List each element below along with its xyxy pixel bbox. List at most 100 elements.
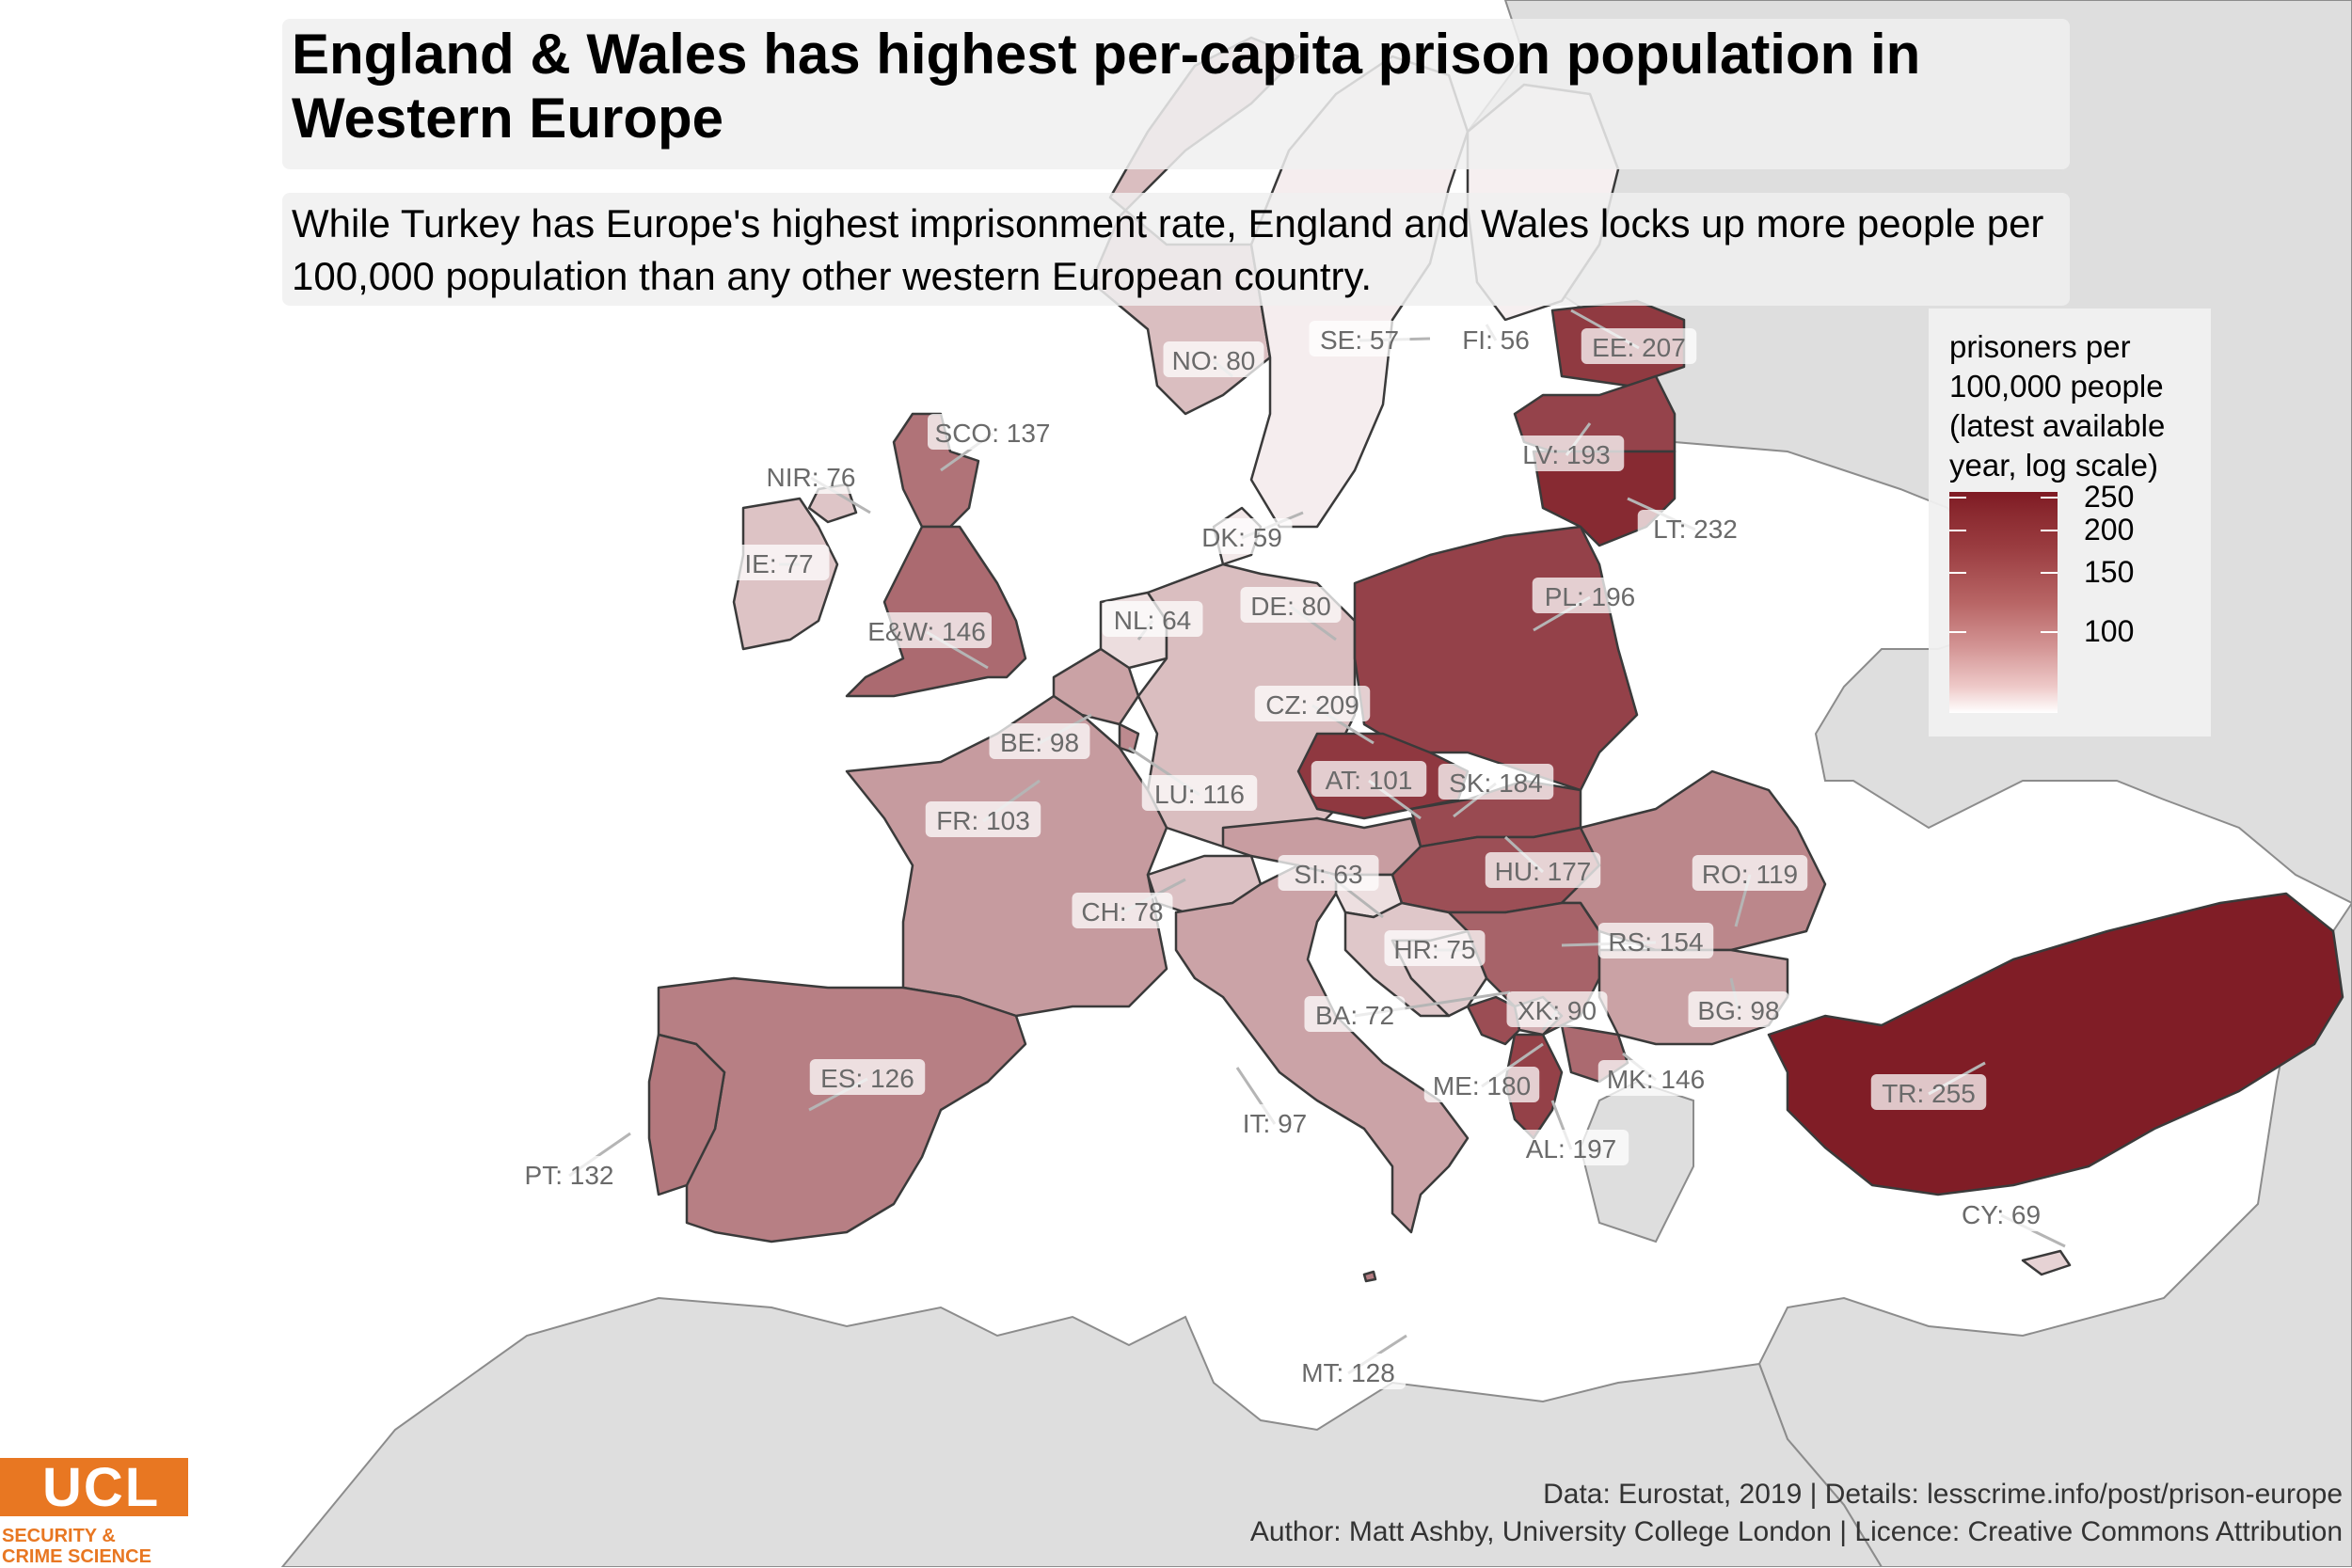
legend-colorbar <box>1949 492 2058 713</box>
country-label-hr: HR: 75 <box>1393 935 1475 964</box>
label-box-ew <box>862 612 992 648</box>
label-box-ie <box>728 545 830 580</box>
country-label-fi: FI: 56 <box>1462 325 1530 355</box>
legend-label-150: 150 <box>2084 555 2135 589</box>
label-box-se <box>1309 321 1410 356</box>
country-label-be: BE: 98 <box>1000 728 1079 757</box>
country-label-si: SI: 63 <box>1294 860 1362 889</box>
label-box-ch <box>1072 893 1173 928</box>
country-label-no: NO: 80 <box>1172 346 1256 375</box>
country-label-sco: SCO: 137 <box>935 419 1051 448</box>
label-box-nir <box>753 458 869 494</box>
country-label-ro: RO: 119 <box>1702 860 1798 889</box>
legend-tick-mark <box>1949 530 1966 531</box>
label-box-lu <box>1141 775 1258 811</box>
logo-subtitle-line1: SECURITY & <box>2 1526 116 1546</box>
caption-source: Data: Eurostat, 2019 | Details: lesscrim… <box>1543 1479 2343 1510</box>
label-box-hu <box>1485 852 1601 888</box>
country-cy <box>2021 1249 2072 1276</box>
label-box-mk <box>1597 1060 1714 1096</box>
country-fr <box>845 694 1168 1018</box>
country-label-lt: LT: 232 <box>1653 515 1738 544</box>
label-box-xk <box>1506 991 1608 1027</box>
legend-tick-mark <box>1949 572 1966 574</box>
logo-subtitle-line2: CRIME SCIENCE <box>2 1546 151 1567</box>
country-label-cz: CZ: 209 <box>1265 690 1359 720</box>
country-pt <box>647 1033 726 1196</box>
label-box-es <box>809 1059 926 1095</box>
label-box-ba <box>1304 996 1406 1032</box>
legend-tick-mark <box>1949 631 1966 633</box>
label-box-cz <box>1254 686 1371 721</box>
label-box-rs <box>1597 923 1714 958</box>
label-box-at <box>1311 761 1427 797</box>
country-label-lu: LU: 116 <box>1154 780 1245 809</box>
country-label-rs: RS: 154 <box>1608 927 1703 957</box>
country-label-mt: MT: 128 <box>1301 1358 1395 1387</box>
country-label-it: IT: 97 <box>1243 1109 1307 1138</box>
country-label-nir: NIR: 76 <box>767 463 856 492</box>
label-box-lt <box>1637 510 1754 546</box>
country-label-lv: LV: 193 <box>1522 440 1610 469</box>
country-label-dk: DK: 59 <box>1201 523 1282 552</box>
country-label-al: AL: 197 <box>1526 1134 1617 1164</box>
country-label-ba: BA: 72 <box>1315 1001 1394 1030</box>
country-label-sk: SK: 184 <box>1449 768 1543 798</box>
label-box-sco <box>928 414 1057 450</box>
country-label-cy: CY: 69 <box>1962 1200 2041 1229</box>
legend-label-200: 200 <box>2084 513 2135 546</box>
country-label-ee: EE: 207 <box>1592 333 1686 362</box>
country-label-ew: E&W: 146 <box>867 617 986 646</box>
label-box-hr <box>1384 930 1486 966</box>
ucl-logo-text: UCL <box>42 1457 161 1518</box>
country-label-bg: BG: 98 <box>1697 996 1779 1025</box>
country-label-pt: PT: 132 <box>525 1161 614 1190</box>
label-box-nl <box>1102 601 1203 637</box>
ucl-logo <box>0 1458 188 1516</box>
country-label-se: SE: 57 <box>1320 325 1399 355</box>
label-box-de <box>1240 587 1342 623</box>
country-label-xk: XK: 90 <box>1518 996 1597 1025</box>
title-panel <box>282 19 2070 169</box>
label-box-fr <box>925 801 1041 837</box>
label-box-tr <box>1870 1074 1987 1110</box>
legend: prisoners per 100,000 people (latest ava… <box>1929 309 2211 736</box>
label-box-lv <box>1508 436 1625 471</box>
label-box-pt <box>511 1156 628 1192</box>
label-box-me <box>1423 1067 1540 1102</box>
country-label-me: ME: 180 <box>1433 1071 1531 1101</box>
label-box-dk <box>1191 518 1293 554</box>
label-box-ee <box>1581 328 1697 364</box>
legend-tick-mark <box>1949 497 1966 499</box>
country-ew <box>845 525 1027 698</box>
page-subtitle: While Turkey has Europe's highest impris… <box>292 201 2044 298</box>
label-box-fi <box>1445 321 1547 356</box>
country-me <box>1466 995 1521 1046</box>
country-label-ch: CH: 78 <box>1081 897 1163 927</box>
label-box-bg <box>1688 991 1789 1027</box>
legend-tick-mark <box>2041 572 2058 574</box>
label-box-be <box>989 723 1090 759</box>
country-label-tr: TR: 255 <box>1882 1079 1976 1108</box>
label-box-sk <box>1438 764 1554 800</box>
country-label-es: ES: 126 <box>820 1064 914 1093</box>
country-label-hu: HU: 177 <box>1495 857 1592 886</box>
country-label-de: DE: 80 <box>1250 592 1331 621</box>
label-box-no <box>1163 341 1264 377</box>
country-mt <box>1362 1270 1377 1283</box>
country-label-nl: NL: 64 <box>1114 606 1192 635</box>
legend-title: prisoners per 100,000 people (latest ava… <box>1949 329 2166 483</box>
legend-tick-mark <box>2041 497 2058 499</box>
legend-label-250: 250 <box>2084 480 2135 514</box>
label-box-al <box>1513 1130 1629 1165</box>
country-tr <box>1767 892 2344 1196</box>
label-box-pl <box>1532 578 1648 613</box>
country-label-ie: IE: 77 <box>744 549 813 578</box>
label-box-it <box>1224 1104 1326 1140</box>
country-label-pl: PL: 196 <box>1545 582 1636 611</box>
country-label-fr: FR: 103 <box>936 806 1030 835</box>
label-box-cy <box>1950 1196 2052 1231</box>
caption-author: Author: Matt Ashby, University College L… <box>1249 1516 2343 1547</box>
country-label-at: AT: 101 <box>1326 766 1413 795</box>
subtitle-panel <box>282 193 2070 306</box>
